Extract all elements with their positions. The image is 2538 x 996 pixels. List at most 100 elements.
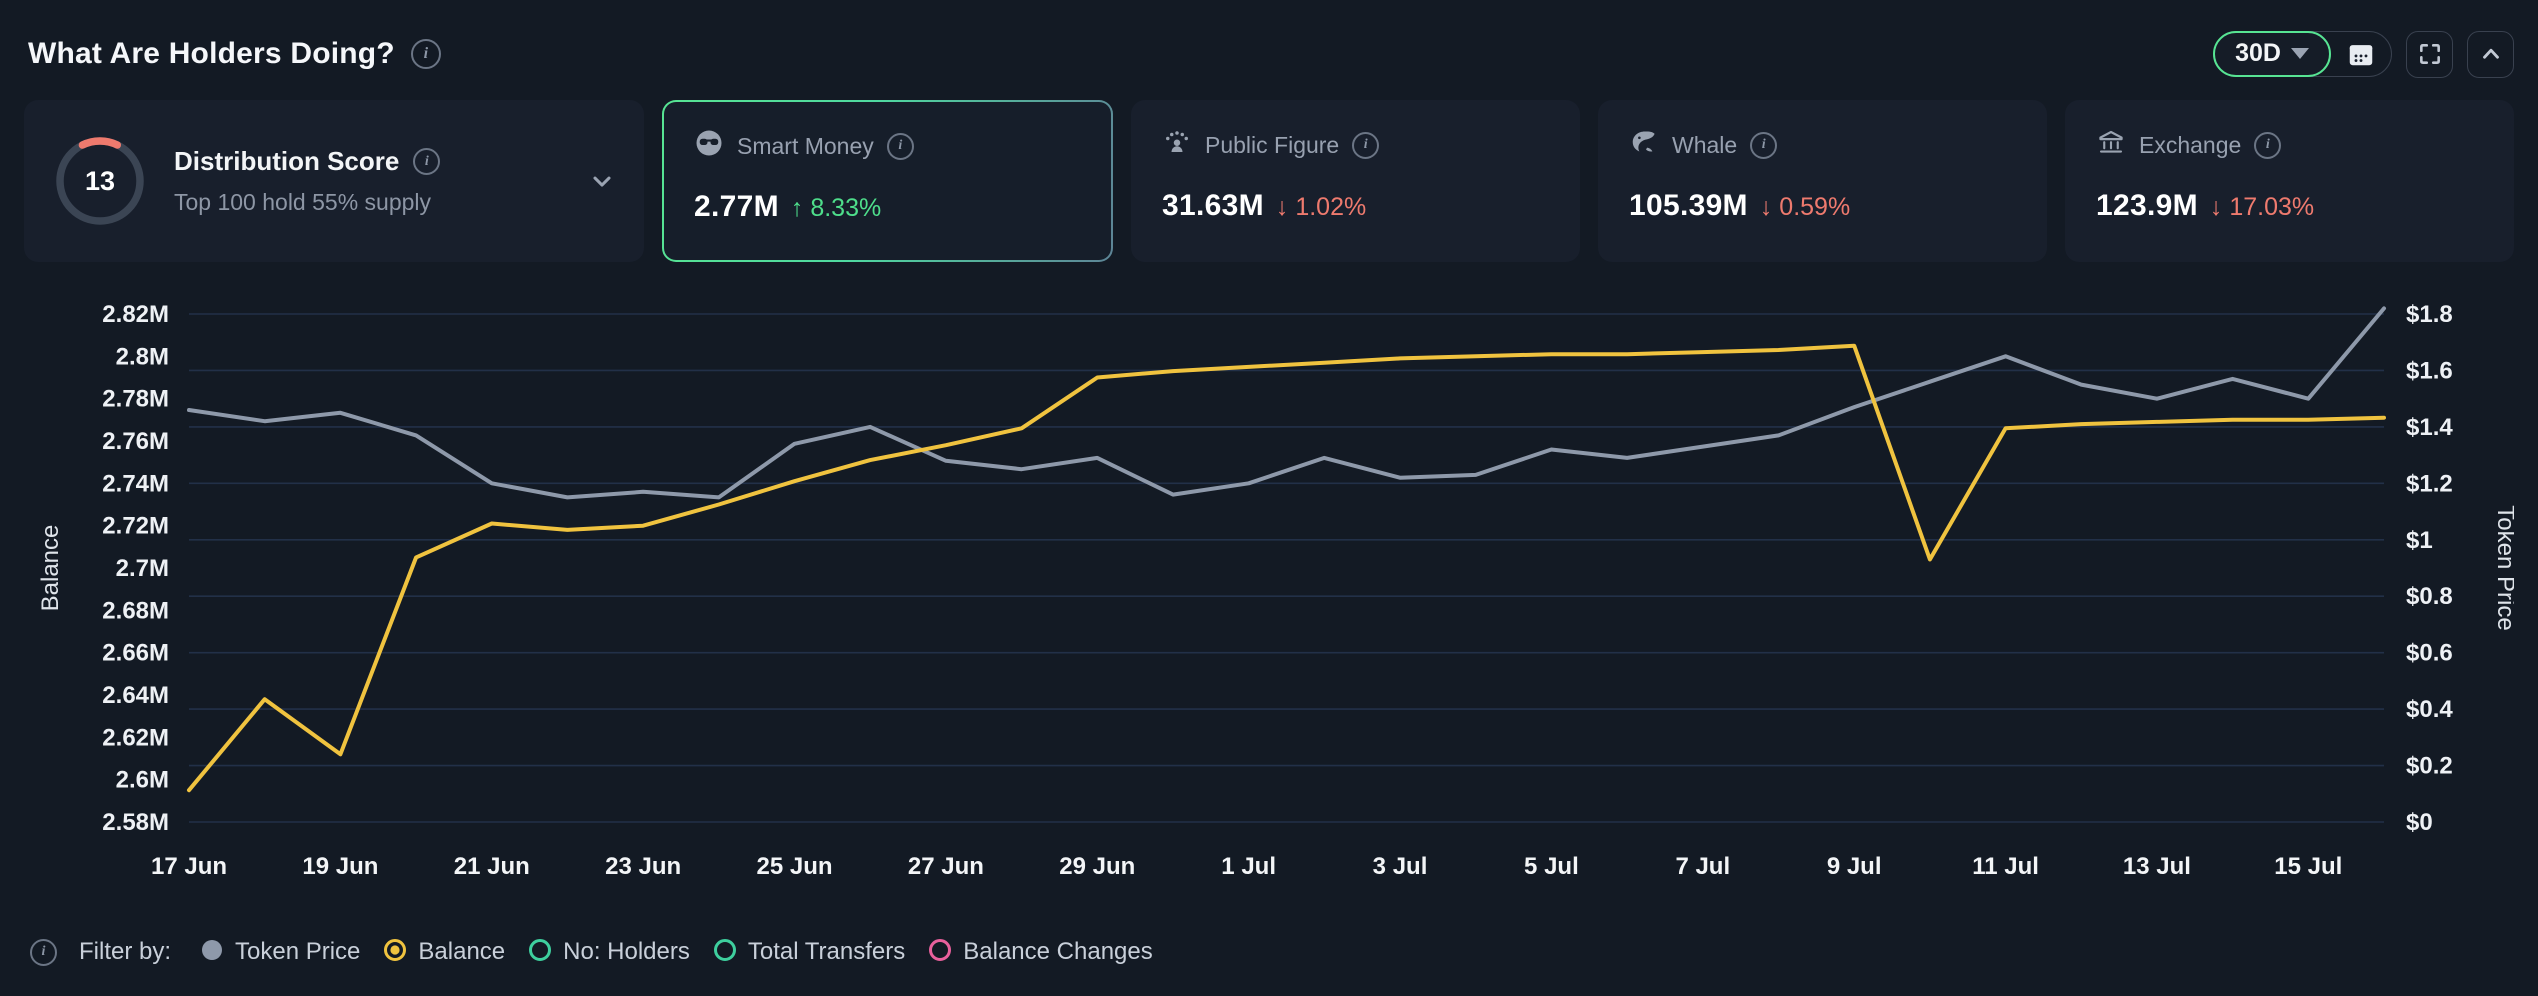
page-title: What Are Holders Doing? [28, 37, 395, 70]
legend-marker-icon [927, 937, 953, 968]
collapse-button[interactable] [2467, 30, 2514, 78]
distribution-info-icon[interactable]: i [413, 148, 441, 175]
left-axis-tick: 2.82M [102, 301, 169, 328]
filter-by-label: Filter by: [79, 938, 172, 965]
stat-card-exchange[interactable]: Exchange i 123.9M ↓ 17.03% [2065, 100, 2514, 262]
legend-item-balance-changes[interactable]: Balance Changes [927, 937, 1153, 968]
stat-card-change: ↓ 17.03% [2209, 193, 2315, 221]
stat-card-value: 31.63M [1162, 189, 1264, 222]
left-axis-tick: 2.64M [102, 682, 169, 709]
chevron-down-icon [2291, 48, 2309, 59]
stat-cards-row: 13 Distribution Score i Top 100 hold 55%… [24, 100, 2514, 262]
legend-marker-icon [712, 937, 738, 968]
calendar-button[interactable] [2331, 32, 2391, 76]
range-selector-dropdown[interactable]: 30D [2213, 30, 2331, 77]
chevron-up-icon [2482, 48, 2499, 59]
x-axis-tick: 1 Jul [1221, 853, 1276, 880]
distribution-score-card[interactable]: 13 Distribution Score i Top 100 hold 55%… [24, 100, 644, 262]
legend-item-label: Balance [418, 938, 506, 965]
chevron-down-icon [593, 176, 611, 187]
whale-icon [1629, 127, 1659, 163]
holders-chart: $1.8 $1.6 $1.4 $1.2 $1 $0.8 $0.6 $0.4 $0.2 $0 2.82… [24, 276, 2519, 929]
legend-item-label: Balance Changes [963, 938, 1153, 965]
left-axis-tick: 2.78M [102, 386, 169, 413]
left-axis-tick: 2.66M [102, 640, 169, 667]
x-axis-tick: 25 Jun [757, 853, 833, 880]
x-axis-tick: 23 Jun [605, 853, 681, 880]
distribution-score-title: Distribution Score [174, 146, 400, 176]
public-figure-icon [1162, 127, 1192, 163]
left-axis-tick: 2.6M [116, 767, 169, 794]
smart-money-icon [694, 128, 724, 164]
left-axis-tick: 2.74M [102, 470, 169, 497]
stat-card-change: ↓ 0.59% [1759, 193, 1851, 221]
x-axis-tick: 29 Jun [1059, 853, 1135, 880]
stat-card-label: Smart Money [737, 132, 874, 159]
distribution-score-gauge: 13 [52, 133, 148, 229]
legend-marker-icon [527, 937, 553, 968]
legend-marker-icon [382, 937, 408, 968]
right-axis-tick: $0.4 [2406, 696, 2453, 723]
chart-svg[interactable]: $1.8 $1.6 $1.4 $1.2 $1 $0.8 $0.6 $0.4 $0.2 $0 2.82… [24, 276, 2519, 924]
right-axis-tick: $0.8 [2406, 583, 2453, 610]
x-axis-tick: 3 Jul [1373, 853, 1428, 880]
filter-bar: i Filter by: Token Price Balance No: Holde… [24, 926, 2514, 978]
x-axis-tick: 15 Jul [2274, 853, 2342, 880]
legend-item-balance[interactable]: Balance [382, 937, 505, 968]
legend-item-label: No: Holders [563, 938, 690, 965]
calendar-icon [2349, 45, 2373, 66]
legend-item-total-transfers[interactable]: Total Transfers [712, 937, 905, 968]
stat-card-change: ↑ 8.33% [790, 194, 882, 222]
legend-item-no-holders[interactable]: No: Holders [527, 937, 690, 968]
x-axis-tick: 27 Jun [908, 853, 984, 880]
x-axis-tick: 17 Jun [151, 853, 227, 880]
legend-marker-icon [199, 937, 225, 968]
right-axis-tick: $0.6 [2406, 640, 2453, 667]
stat-info-icon[interactable]: i [1352, 131, 1380, 159]
stat-info-icon[interactable]: i [2254, 131, 2282, 159]
fullscreen-button[interactable] [2406, 30, 2453, 78]
right-axis-tick: $1.4 [2406, 414, 2453, 441]
left-axis-title: Balance [37, 525, 64, 612]
legend-item-label: Total Transfers [747, 938, 906, 965]
stat-info-icon[interactable]: i [1750, 131, 1778, 159]
x-axis-tick: 13 Jul [2123, 853, 2191, 880]
right-axis-tick: $1 [2406, 527, 2433, 554]
x-axis-tick: 9 Jul [1827, 853, 1882, 880]
filter-info-icon[interactable]: i [30, 938, 57, 966]
left-axis-tick: 2.8M [116, 343, 169, 370]
stat-card-value: 105.39M [1629, 189, 1748, 222]
left-axis-tick: 2.72M [102, 513, 169, 540]
right-axis-title: Token Price [2492, 505, 2514, 630]
stat-info-icon[interactable]: i [886, 132, 914, 160]
distribution-score-subtitle: Top 100 hold 55% supply [174, 189, 432, 215]
x-axis-tick: 5 Jul [1524, 853, 1579, 880]
left-axis-tick: 2.7M [116, 555, 169, 582]
exchange-icon [2096, 127, 2126, 163]
x-axis-tick: 11 Jul [1972, 853, 2039, 880]
series-line-token-price [187, 306, 2386, 500]
stat-card-whale[interactable]: Whale i 105.39M ↓ 0.59% [1598, 100, 2047, 262]
left-axis-tick: 2.62M [102, 724, 169, 751]
stat-card-label: Whale [1672, 131, 1738, 158]
distribution-score-value: 13 [84, 165, 116, 196]
stat-card-value: 2.77M [694, 190, 779, 223]
right-axis-tick: $0.2 [2406, 753, 2453, 780]
left-axis-tick: 2.68M [102, 597, 169, 624]
legend-item-label: Token Price [235, 938, 361, 965]
right-axis-tick: $0 [2406, 809, 2433, 836]
stat-card-public-figure[interactable]: Public Figure i 31.63M ↓ 1.02% [1131, 100, 1580, 262]
legend-item-token-price[interactable]: Token Price [199, 937, 360, 968]
stat-card-label: Exchange [2139, 131, 2242, 158]
range-selector-value: 30D [2235, 39, 2281, 67]
stat-card-smart-money[interactable]: Smart Money i 2.77M ↑ 8.33% [662, 100, 1113, 262]
title-info-icon[interactable]: i [410, 39, 441, 69]
left-axis-tick: 2.58M [102, 809, 169, 836]
stat-card-label: Public Figure [1205, 131, 1340, 158]
header: What Are Holders Doing? i 30D [24, 24, 2514, 84]
left-axis-tick: 2.76M [102, 428, 169, 455]
range-group: 30D [2213, 30, 2392, 77]
series-line-balance [187, 343, 2386, 793]
x-axis-tick: 19 Jun [302, 853, 378, 880]
